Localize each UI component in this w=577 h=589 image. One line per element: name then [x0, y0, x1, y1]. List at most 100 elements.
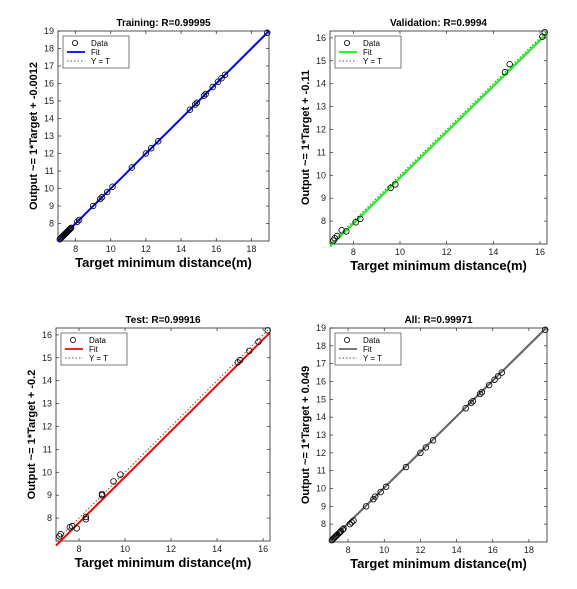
- data-point: [82, 516, 90, 523]
- chart-panel-2: 8 10 12 14 16 8 9 10 11 12 13 14 15 16 Validation: R=0…: [300, 18, 548, 273]
- y-tick-label: 14: [42, 376, 52, 386]
- y-tick-label: 18: [316, 341, 326, 351]
- data-point: [343, 228, 350, 235]
- data-point: [338, 227, 345, 234]
- data-point: [191, 101, 199, 108]
- fit-line: [57, 30, 270, 242]
- legend-fit-label: Fit: [91, 48, 101, 57]
- y-tick-label: 16: [316, 377, 326, 387]
- x-tick-label: 12: [166, 544, 176, 554]
- data-point: [104, 188, 111, 196]
- data-point: [117, 471, 124, 478]
- x-tick-label: 14: [212, 544, 222, 554]
- x-tick-label: 10: [395, 247, 405, 257]
- data-point: [352, 219, 359, 226]
- y-tick-label: 16: [42, 330, 52, 340]
- legend-fit-label: Fit: [363, 345, 373, 354]
- x-tick-label: 14: [452, 545, 462, 555]
- data-point: [193, 99, 201, 106]
- y-tick-label: 13: [316, 430, 326, 440]
- y-tick-label: 11: [45, 166, 54, 176]
- data-point: [387, 184, 394, 192]
- chart-panel-4: 8 10 12 14 16 18 8 9 10 11 12 13 14 15 16 17 18 19 All: R=…: [300, 315, 549, 571]
- y-tick-label: 12: [44, 149, 54, 159]
- data-point: [57, 530, 64, 538]
- data-point: [236, 356, 244, 364]
- legend-yt-label: Y = T: [363, 354, 382, 363]
- data-point: [462, 405, 469, 412]
- y-tick-label: 13: [42, 399, 52, 409]
- data-point: [110, 478, 117, 485]
- data-point: [346, 520, 354, 528]
- y-tick-label: 10: [316, 170, 326, 180]
- data-point: [333, 232, 341, 240]
- x-tick-label: 8: [346, 545, 351, 555]
- data-point: [340, 525, 347, 532]
- y-tick-label: 8: [321, 519, 326, 529]
- legend-data-marker: [343, 336, 350, 343]
- fit-line: [329, 326, 548, 542]
- x-tick-label: 12: [442, 247, 452, 257]
- y-tick-label: 11: [43, 444, 52, 454]
- data-point: [82, 513, 90, 521]
- data-point: [89, 202, 97, 210]
- legend-data-label: Data: [363, 336, 380, 345]
- y-tick-label: 12: [316, 124, 326, 134]
- data-point: [377, 488, 384, 496]
- data-point: [422, 444, 430, 451]
- x-tick-label: 16: [535, 247, 545, 257]
- legend-data-marker: [70, 336, 77, 343]
- legend-data-label: Data: [363, 39, 380, 48]
- data-point: [498, 369, 505, 376]
- y-tick-label: 15: [316, 394, 326, 404]
- x-tick-label: 16: [488, 545, 498, 555]
- x-axis-label: Target minimum distance(m): [350, 258, 527, 273]
- data-point: [202, 90, 209, 98]
- data-point: [128, 164, 136, 171]
- data-point: [382, 483, 390, 490]
- y-tick-label: 9: [47, 490, 52, 500]
- data-point: [476, 390, 484, 398]
- data-point: [506, 61, 513, 68]
- x-tick-label: 10: [120, 544, 130, 554]
- y-tick-label: 19: [316, 323, 326, 333]
- chart-panel-3: 8 10 12 14 16 8 9 10 11 12 13 14 15 16 Test: R=0.99916…: [26, 315, 271, 570]
- y-tick-label: 17: [44, 61, 54, 71]
- y-equals-t-line: [55, 327, 271, 542]
- legend-yt-label: Y = T: [91, 57, 110, 66]
- x-tick-label: 10: [106, 244, 116, 254]
- x-tick-label: 16: [211, 244, 221, 254]
- data-point: [96, 195, 104, 203]
- data-point: [200, 92, 208, 99]
- y-tick-label: 16: [44, 79, 54, 89]
- y-tick-label: 8: [49, 219, 54, 229]
- legend-yt-label: Y = T: [363, 57, 382, 66]
- x-tick-label: 18: [246, 244, 256, 254]
- legend-data-label: Data: [89, 336, 106, 345]
- data-point: [66, 226, 73, 233]
- legend-yt-label: Y = T: [89, 354, 108, 363]
- y-tick-label: 15: [42, 353, 52, 363]
- data-point: [209, 83, 216, 91]
- x-tick-label: 8: [351, 247, 356, 257]
- x-axis-label: Target minimum distance(m): [75, 555, 252, 570]
- y-tick-label: 15: [316, 56, 326, 66]
- y-tick-label: 8: [321, 216, 326, 226]
- data-point: [357, 215, 364, 223]
- data-point: [491, 376, 498, 383]
- x-tick-label: 14: [176, 244, 186, 254]
- data-point: [494, 372, 502, 380]
- data-point: [98, 490, 106, 498]
- data-point: [221, 71, 229, 78]
- data-point: [109, 183, 116, 190]
- x-axis-label: Target minimum distance(m): [75, 255, 252, 270]
- y-tick-label: 13: [316, 102, 326, 112]
- legend-data-marker: [343, 40, 350, 47]
- y-axis-label: Output ~= 1*Target + -0.2: [26, 370, 38, 500]
- y-tick-label: 12: [42, 421, 52, 431]
- data-point: [429, 437, 437, 444]
- chart-title: Validation: R=0.9994: [390, 18, 487, 29]
